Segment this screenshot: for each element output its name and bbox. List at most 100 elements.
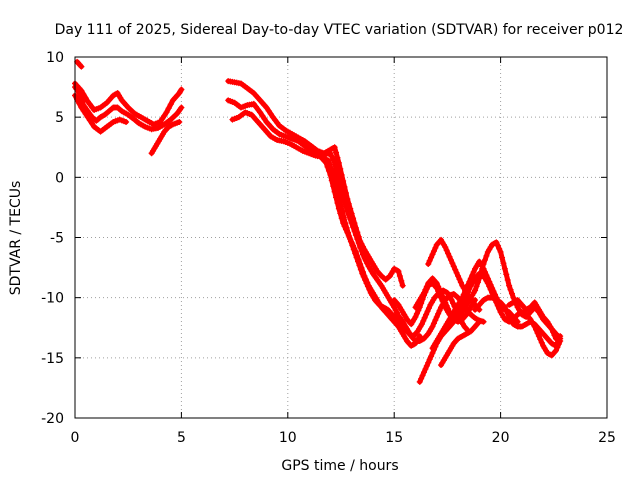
data-point-marker [435,283,442,290]
x-tick-label: 0 [71,430,80,446]
data-point-marker [470,268,477,275]
data-point-marker [537,336,544,343]
data-point-marker [438,289,445,296]
data-point-marker [450,263,457,270]
data-point-marker [443,247,450,254]
data-point-marker [323,159,330,166]
data-point-marker [487,281,494,288]
data-point-marker [493,239,500,246]
data-point-marker [398,277,405,284]
data-point-marker [352,248,359,255]
data-point-marker [327,150,334,157]
data-point-marker [351,228,358,235]
series-arc-09 [318,155,423,349]
y-tick-label: 10 [46,50,64,66]
data-point-marker [474,279,481,286]
data-point-marker [422,286,429,293]
data-point-marker [442,244,449,251]
data-point-marker [345,232,352,239]
data-point-marker [267,110,274,117]
data-point-marker [445,305,452,312]
series-arc-07 [225,97,487,344]
data-point-marker [467,275,474,282]
data-point-marker [77,62,84,69]
data-point-marker [480,260,487,267]
data-point-marker [80,107,87,114]
data-point-marker [328,177,335,184]
data-point-marker [457,279,464,286]
data-point-marker [483,272,490,279]
data-point-marker [84,114,91,121]
data-point-marker [460,291,467,298]
data-point-marker [259,112,266,119]
data-point-marker [178,104,185,111]
data-point-marker [416,378,423,385]
series-trace [72,84,184,132]
data-point-marker [333,149,340,156]
data-point-marker [428,254,435,261]
data-point-marker [455,273,462,280]
data-point-marker [429,251,436,258]
data-point-marker [358,247,365,254]
data-point-marker [350,224,357,231]
series-arc-06 [225,78,406,289]
data-point-marker [473,283,480,290]
data-point-marker [439,293,446,300]
y-tick-label: -15 [41,351,64,367]
data-point-marker [341,198,348,205]
data-point-marker [327,171,334,178]
data-point-marker [358,264,365,271]
data-point-marker [357,260,364,267]
data-point-marker [348,220,355,227]
data-point-marker [176,118,183,125]
data-point-marker [483,252,490,259]
x-tick-label: 10 [279,430,297,446]
x-axis-label: GPS time / hours [281,458,398,474]
data-point-marker [538,339,545,346]
data-point-marker [265,107,272,114]
series-arc-05 [148,118,183,157]
data-point-marker [351,245,358,252]
data-point-marker [499,254,506,261]
data-point-marker [435,310,442,317]
data-point-marker [338,215,345,222]
data-point-marker [503,307,510,314]
data-point-marker [506,282,513,289]
data-point-marker [501,304,508,311]
data-point-marker [263,104,270,111]
x-tick-label: 15 [385,430,403,446]
data-point-marker [334,200,341,207]
data-point-marker [359,268,366,275]
data-point-marker [420,289,427,296]
data-point-marker [335,205,342,212]
series-arc-03 [74,58,85,70]
data-point-marker [82,110,89,117]
chart-title: Day 111 of 2025, Sidereal Day-to-day VTE… [55,22,624,38]
data-point-marker [476,275,483,282]
data-point-marker [489,285,496,292]
data-point-marker [484,275,491,282]
data-point-marker [496,245,503,252]
data-point-marker [89,120,96,127]
data-point-marker [345,212,352,219]
data-point-marker [331,159,338,166]
data-point-marker [442,299,449,306]
data-point-marker [550,329,557,336]
data-point-marker [463,285,470,292]
series-arc-14 [429,258,521,352]
data-point-marker [452,266,459,273]
data-point-marker [325,167,332,174]
data-point-marker [453,269,460,276]
x-tick-label: 25 [598,430,616,446]
data-point-marker [413,310,420,317]
data-point-marker [344,208,351,215]
y-tick-label: -5 [50,231,64,247]
data-point-marker [123,118,130,125]
data-point-marker [78,104,85,111]
data-point-marker [552,335,559,342]
data-point-marker [445,250,452,257]
axis-layer: 0 5 10 15 20 25 -20 -15 -10 -5 0 5 10 [41,50,616,446]
grid-layer [75,57,607,418]
data-point-marker [507,286,514,293]
data-point-marker [76,100,83,107]
